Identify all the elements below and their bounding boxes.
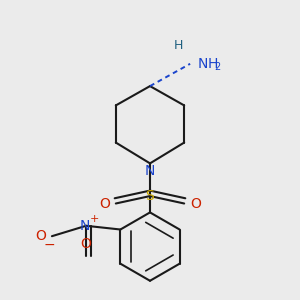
Text: O: O — [99, 196, 110, 211]
Text: O: O — [81, 237, 92, 251]
Text: 2: 2 — [214, 62, 221, 72]
Text: S: S — [146, 189, 154, 203]
Text: N: N — [80, 219, 90, 233]
Text: +: + — [90, 214, 99, 224]
Text: O: O — [190, 196, 201, 211]
Text: N: N — [198, 57, 208, 71]
Text: −: − — [43, 238, 55, 251]
Text: N: N — [145, 164, 155, 178]
Text: H: H — [207, 57, 218, 71]
Text: O: O — [35, 229, 46, 243]
Text: H: H — [173, 40, 183, 52]
